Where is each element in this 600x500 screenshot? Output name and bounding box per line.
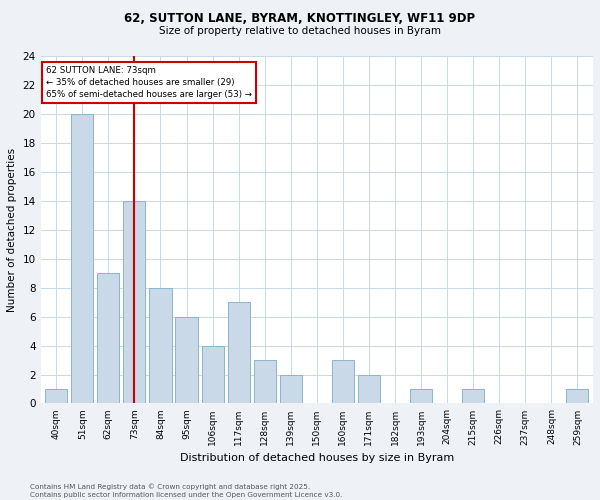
Bar xyxy=(97,273,119,404)
Bar xyxy=(332,360,354,404)
Bar xyxy=(358,374,380,404)
Bar xyxy=(254,360,276,404)
Bar xyxy=(124,201,145,404)
Bar xyxy=(462,389,484,404)
Text: 62 SUTTON LANE: 73sqm
← 35% of detached houses are smaller (29)
65% of semi-deta: 62 SUTTON LANE: 73sqm ← 35% of detached … xyxy=(46,66,252,99)
Bar xyxy=(227,302,250,404)
Y-axis label: Number of detached properties: Number of detached properties xyxy=(7,148,17,312)
Bar xyxy=(175,316,197,404)
Bar xyxy=(71,114,94,404)
Text: Contains HM Land Registry data © Crown copyright and database right 2025.
Contai: Contains HM Land Registry data © Crown c… xyxy=(30,484,343,498)
Text: Size of property relative to detached houses in Byram: Size of property relative to detached ho… xyxy=(159,26,441,36)
Text: 62, SUTTON LANE, BYRAM, KNOTTINGLEY, WF11 9DP: 62, SUTTON LANE, BYRAM, KNOTTINGLEY, WF1… xyxy=(124,12,476,26)
X-axis label: Distribution of detached houses by size in Byram: Distribution of detached houses by size … xyxy=(180,453,454,463)
Bar xyxy=(566,389,589,404)
Bar xyxy=(410,389,432,404)
Bar xyxy=(149,288,172,404)
Bar xyxy=(280,374,302,404)
Bar xyxy=(202,346,224,404)
Bar xyxy=(45,389,67,404)
